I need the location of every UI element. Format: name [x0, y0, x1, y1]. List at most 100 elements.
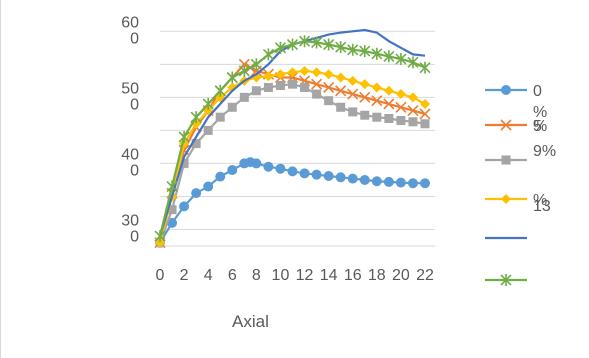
- series-3-point-12: [299, 65, 310, 76]
- series-2-point-17: [360, 110, 370, 120]
- series-5-point-3: [190, 111, 202, 124]
- series-5-point-2: [178, 131, 190, 143]
- series-0-point-6: [227, 165, 238, 176]
- series-1-point-14: [311, 78, 323, 90]
- series-3-point-19: [383, 85, 394, 96]
- series-3-point-16: [347, 75, 358, 86]
- x-tick-label-14: 14: [320, 267, 338, 284]
- series-2-point-18: [372, 112, 382, 122]
- series-0-point-17: [347, 173, 358, 184]
- series-0-point-14: [311, 169, 322, 180]
- series-5-point-15: [335, 41, 347, 54]
- series-0-point-1: [167, 217, 178, 228]
- series-2-point-6: [227, 102, 237, 112]
- series-1-point-21: [395, 101, 407, 113]
- series-1-point-18: [359, 91, 371, 103]
- series-0-point-20: [383, 176, 394, 187]
- series-3-point-0: [155, 237, 165, 248]
- series-0-point-10: [263, 161, 274, 172]
- series-5-point-8: [250, 58, 262, 71]
- series-0-point-21: [395, 177, 406, 188]
- series-2-point-3: [191, 139, 201, 149]
- series-2-point-22: [420, 119, 430, 129]
- series-5-point-18: [371, 47, 383, 60]
- series-5-point-22: [419, 61, 431, 74]
- y-tick-label-50: 50 0: [121, 80, 139, 113]
- series-2-point-20: [396, 115, 406, 125]
- series-1-point-22: [407, 105, 419, 117]
- x-tick-label-20: 20: [392, 267, 410, 284]
- x-tick-label-10: 10: [272, 267, 290, 284]
- series-1-point-16: [335, 85, 347, 97]
- series-3-point-8: [251, 72, 262, 83]
- series-0-point-3: [191, 188, 202, 199]
- series-0-point-2: [179, 201, 190, 212]
- series-1-point-20: [383, 98, 395, 110]
- series-3-point-13: [311, 67, 322, 78]
- y-tick-label-30: 30 0: [121, 212, 139, 245]
- series-0-point-15: [323, 170, 334, 181]
- x-tick-label-4: 4: [204, 267, 213, 284]
- series-2-point-5: [215, 112, 225, 122]
- series-0-point-23: [420, 178, 430, 189]
- series-5-point-20: [395, 53, 407, 66]
- legend-marker-1: [500, 119, 512, 131]
- legend-label-2-0: 9%: [533, 143, 556, 160]
- series-3-point-15: [335, 72, 346, 83]
- series-2-point-13: [312, 89, 322, 99]
- x-tick-label-2: 2: [180, 267, 189, 284]
- series-5-point-19: [383, 50, 395, 63]
- legend-marker-0: [501, 85, 511, 95]
- series-3-point-22: [420, 98, 430, 109]
- series-5-point-7: [238, 64, 250, 77]
- series-0-point-11: [275, 163, 286, 174]
- series-3-point-21: [407, 92, 418, 103]
- series-2-point-19: [384, 114, 394, 124]
- y-tick-label-60: 60 0: [121, 14, 139, 47]
- series-5-point-0: [154, 230, 166, 243]
- series-5-point-11: [286, 38, 299, 51]
- series-0-point-16: [335, 172, 346, 183]
- series-5-point-14: [323, 38, 335, 51]
- series-0-point-9: [251, 158, 262, 169]
- series-2-point-1: [167, 205, 177, 215]
- series-5-point-4: [202, 97, 214, 110]
- series-3-point-9: [263, 71, 274, 82]
- series-5-point-17: [359, 45, 371, 58]
- series-1-point-17: [347, 88, 359, 100]
- legend-label-1-1: %: [533, 118, 547, 135]
- series-0-point-22: [407, 178, 418, 189]
- series-2-point-2: [179, 158, 189, 168]
- series-3-point-10: [275, 69, 286, 80]
- series-3-point-11: [287, 67, 298, 78]
- y-tick-label-40: 40 0: [121, 146, 139, 179]
- x-tick-label-6: 6: [228, 267, 237, 284]
- series-5-point-12: [298, 35, 311, 48]
- series-5-point-5: [214, 84, 226, 97]
- x-tick-label-22: 22: [416, 267, 434, 284]
- series-2-point-15: [336, 102, 346, 112]
- series-1-point-15: [323, 81, 335, 94]
- series-5-point-9: [262, 48, 274, 61]
- series-0-point-19: [371, 176, 382, 187]
- x-tick-label-12: 12: [296, 267, 314, 284]
- legend-label-3-1: %: [533, 192, 547, 209]
- legend-label-0-1: %: [533, 104, 547, 121]
- series-5-point-16: [347, 43, 359, 56]
- series-0-point-13: [299, 168, 310, 179]
- series-2-point-11: [288, 79, 297, 89]
- x-tick-label-0: 0: [156, 267, 165, 284]
- series-5-point-10: [274, 41, 287, 54]
- legend-label-3-0: 13: [533, 198, 551, 215]
- series-line-3: [158, 69, 426, 243]
- series-5-point-13: [311, 36, 323, 49]
- legend-label-0-0: 0: [533, 83, 542, 100]
- legend-marker-3: [501, 194, 511, 204]
- series-3-point-18: [371, 82, 382, 93]
- series-2-point-9: [263, 82, 273, 92]
- x-axis-label: Axial: [232, 312, 269, 331]
- series-5-point-6: [226, 71, 238, 84]
- series-0-point-4: [203, 181, 214, 192]
